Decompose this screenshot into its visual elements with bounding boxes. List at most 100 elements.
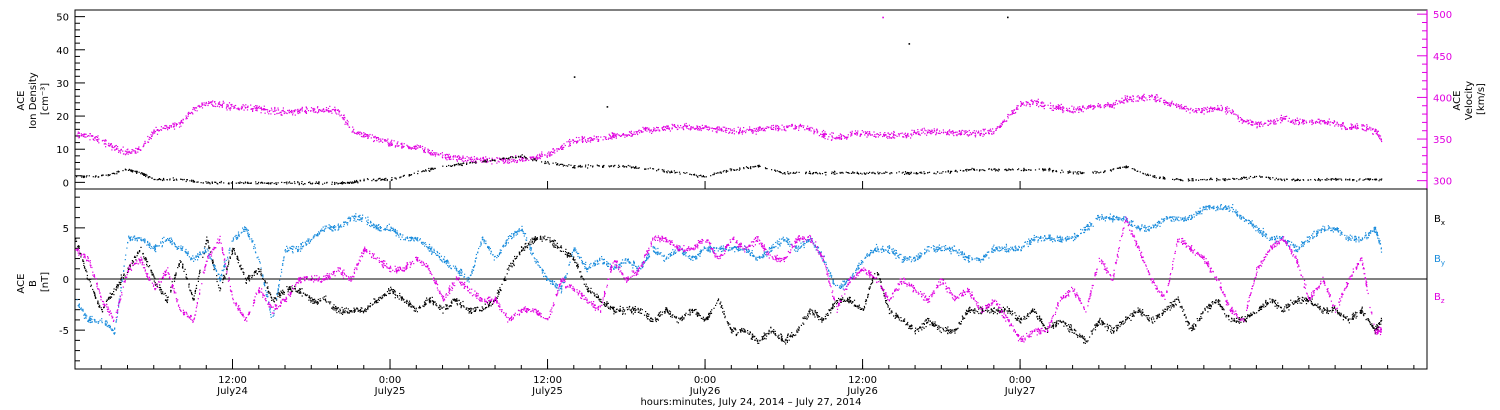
- velocity-point: [982, 128, 984, 130]
- density-point: [531, 158, 533, 160]
- field-point-bx: [341, 313, 344, 315]
- density-point: [211, 181, 213, 183]
- density-point: [381, 179, 383, 181]
- density-point: [492, 159, 494, 161]
- velocity-point: [173, 125, 176, 127]
- density-point: [131, 170, 133, 172]
- velocity-point: [1374, 130, 1376, 132]
- velocity-point: [691, 126, 693, 128]
- density-point: [1189, 179, 1191, 182]
- velocity-point: [743, 127, 745, 129]
- velocity-point: [458, 158, 460, 160]
- field-point-bx: [587, 290, 589, 292]
- velocity-point: [191, 112, 193, 114]
- field-point-bx: [231, 251, 233, 253]
- velocity-point: [1221, 106, 1223, 108]
- velocity-point: [1143, 96, 1145, 98]
- velocity-point: [135, 147, 137, 149]
- velocity-point: [1211, 107, 1213, 109]
- velocity-point: [588, 140, 590, 142]
- density-point: [116, 171, 118, 173]
- velocity-point: [1140, 97, 1142, 99]
- density-point: [1321, 179, 1323, 181]
- density-point: [917, 172, 919, 175]
- field-point-bx: [456, 304, 459, 306]
- velocity-point: [1312, 122, 1314, 124]
- velocity-point: [452, 156, 454, 158]
- density-point: [833, 173, 835, 175]
- velocity-point: [1201, 108, 1203, 110]
- field-point-bx: [593, 292, 595, 294]
- velocity-point: [1324, 121, 1326, 123]
- velocity-point: [391, 143, 393, 145]
- density-point: [417, 173, 419, 175]
- density-point: [1100, 171, 1102, 173]
- field-point-bx: [456, 300, 458, 302]
- velocity-point: [1112, 103, 1114, 105]
- velocity-point: [411, 147, 413, 149]
- field-point-bx: [243, 272, 245, 274]
- density-point: [82, 175, 84, 178]
- velocity-point: [1340, 124, 1342, 126]
- field-point-bx: [351, 310, 353, 312]
- field-point-bx: [358, 309, 360, 311]
- field-point-bx: [319, 300, 321, 302]
- density-point: [1298, 179, 1301, 182]
- velocity-point: [891, 132, 893, 134]
- velocity-point: [1051, 109, 1053, 111]
- velocity-point: [939, 130, 941, 132]
- velocity-point: [939, 132, 941, 135]
- velocity-point: [1262, 125, 1264, 127]
- velocity-point: [669, 130, 671, 132]
- velocity-point: [153, 130, 155, 132]
- density-point: [1281, 179, 1283, 181]
- velocity-point: [1041, 101, 1043, 103]
- velocity-point: [382, 138, 384, 140]
- field-point-bx: [314, 300, 316, 302]
- velocity-point: [1090, 106, 1092, 108]
- velocity-point: [612, 136, 614, 138]
- density-point: [1365, 178, 1367, 180]
- velocity-point: [179, 122, 181, 124]
- velocity-point: [357, 132, 359, 135]
- density-point: [544, 160, 546, 163]
- velocity-point: [260, 112, 262, 114]
- velocity-point: [561, 147, 563, 149]
- velocity-point: [275, 109, 277, 111]
- density-point: [1326, 177, 1328, 180]
- density-point: [991, 169, 993, 171]
- velocity-point: [373, 140, 375, 143]
- velocity-point: [552, 148, 554, 150]
- density-point: [1286, 178, 1288, 180]
- density-point: [579, 165, 581, 167]
- velocity-point: [316, 112, 319, 114]
- velocity-point: [864, 131, 866, 133]
- velocity-tick-label: 350: [1433, 135, 1452, 146]
- velocity-point: [164, 128, 166, 130]
- density-point: [927, 172, 929, 174]
- velocity-point: [706, 126, 708, 128]
- velocity-point: [561, 144, 563, 146]
- density-point: [1081, 172, 1083, 175]
- velocity-point: [501, 159, 503, 161]
- density-point: [142, 172, 144, 174]
- field-point-bx: [594, 294, 596, 296]
- density-point: [819, 172, 821, 174]
- density-point: [183, 178, 185, 181]
- velocity-point: [1155, 97, 1157, 99]
- field-point-bx: [199, 272, 201, 274]
- velocity-point: [291, 110, 293, 112]
- density-point: [1299, 179, 1301, 181]
- field-point-bx: [480, 309, 482, 312]
- velocity-point: [854, 133, 856, 135]
- velocity-point: [1212, 110, 1214, 112]
- field-point-bx: [535, 237, 537, 239]
- density-point: [921, 172, 923, 174]
- velocity-point: [629, 134, 631, 136]
- velocity-point: [1041, 101, 1044, 103]
- velocity-point: [1084, 107, 1086, 109]
- field-point-bx: [195, 284, 198, 287]
- density-point: [661, 169, 663, 171]
- velocity-point: [160, 126, 162, 128]
- velocity-point: [368, 135, 370, 137]
